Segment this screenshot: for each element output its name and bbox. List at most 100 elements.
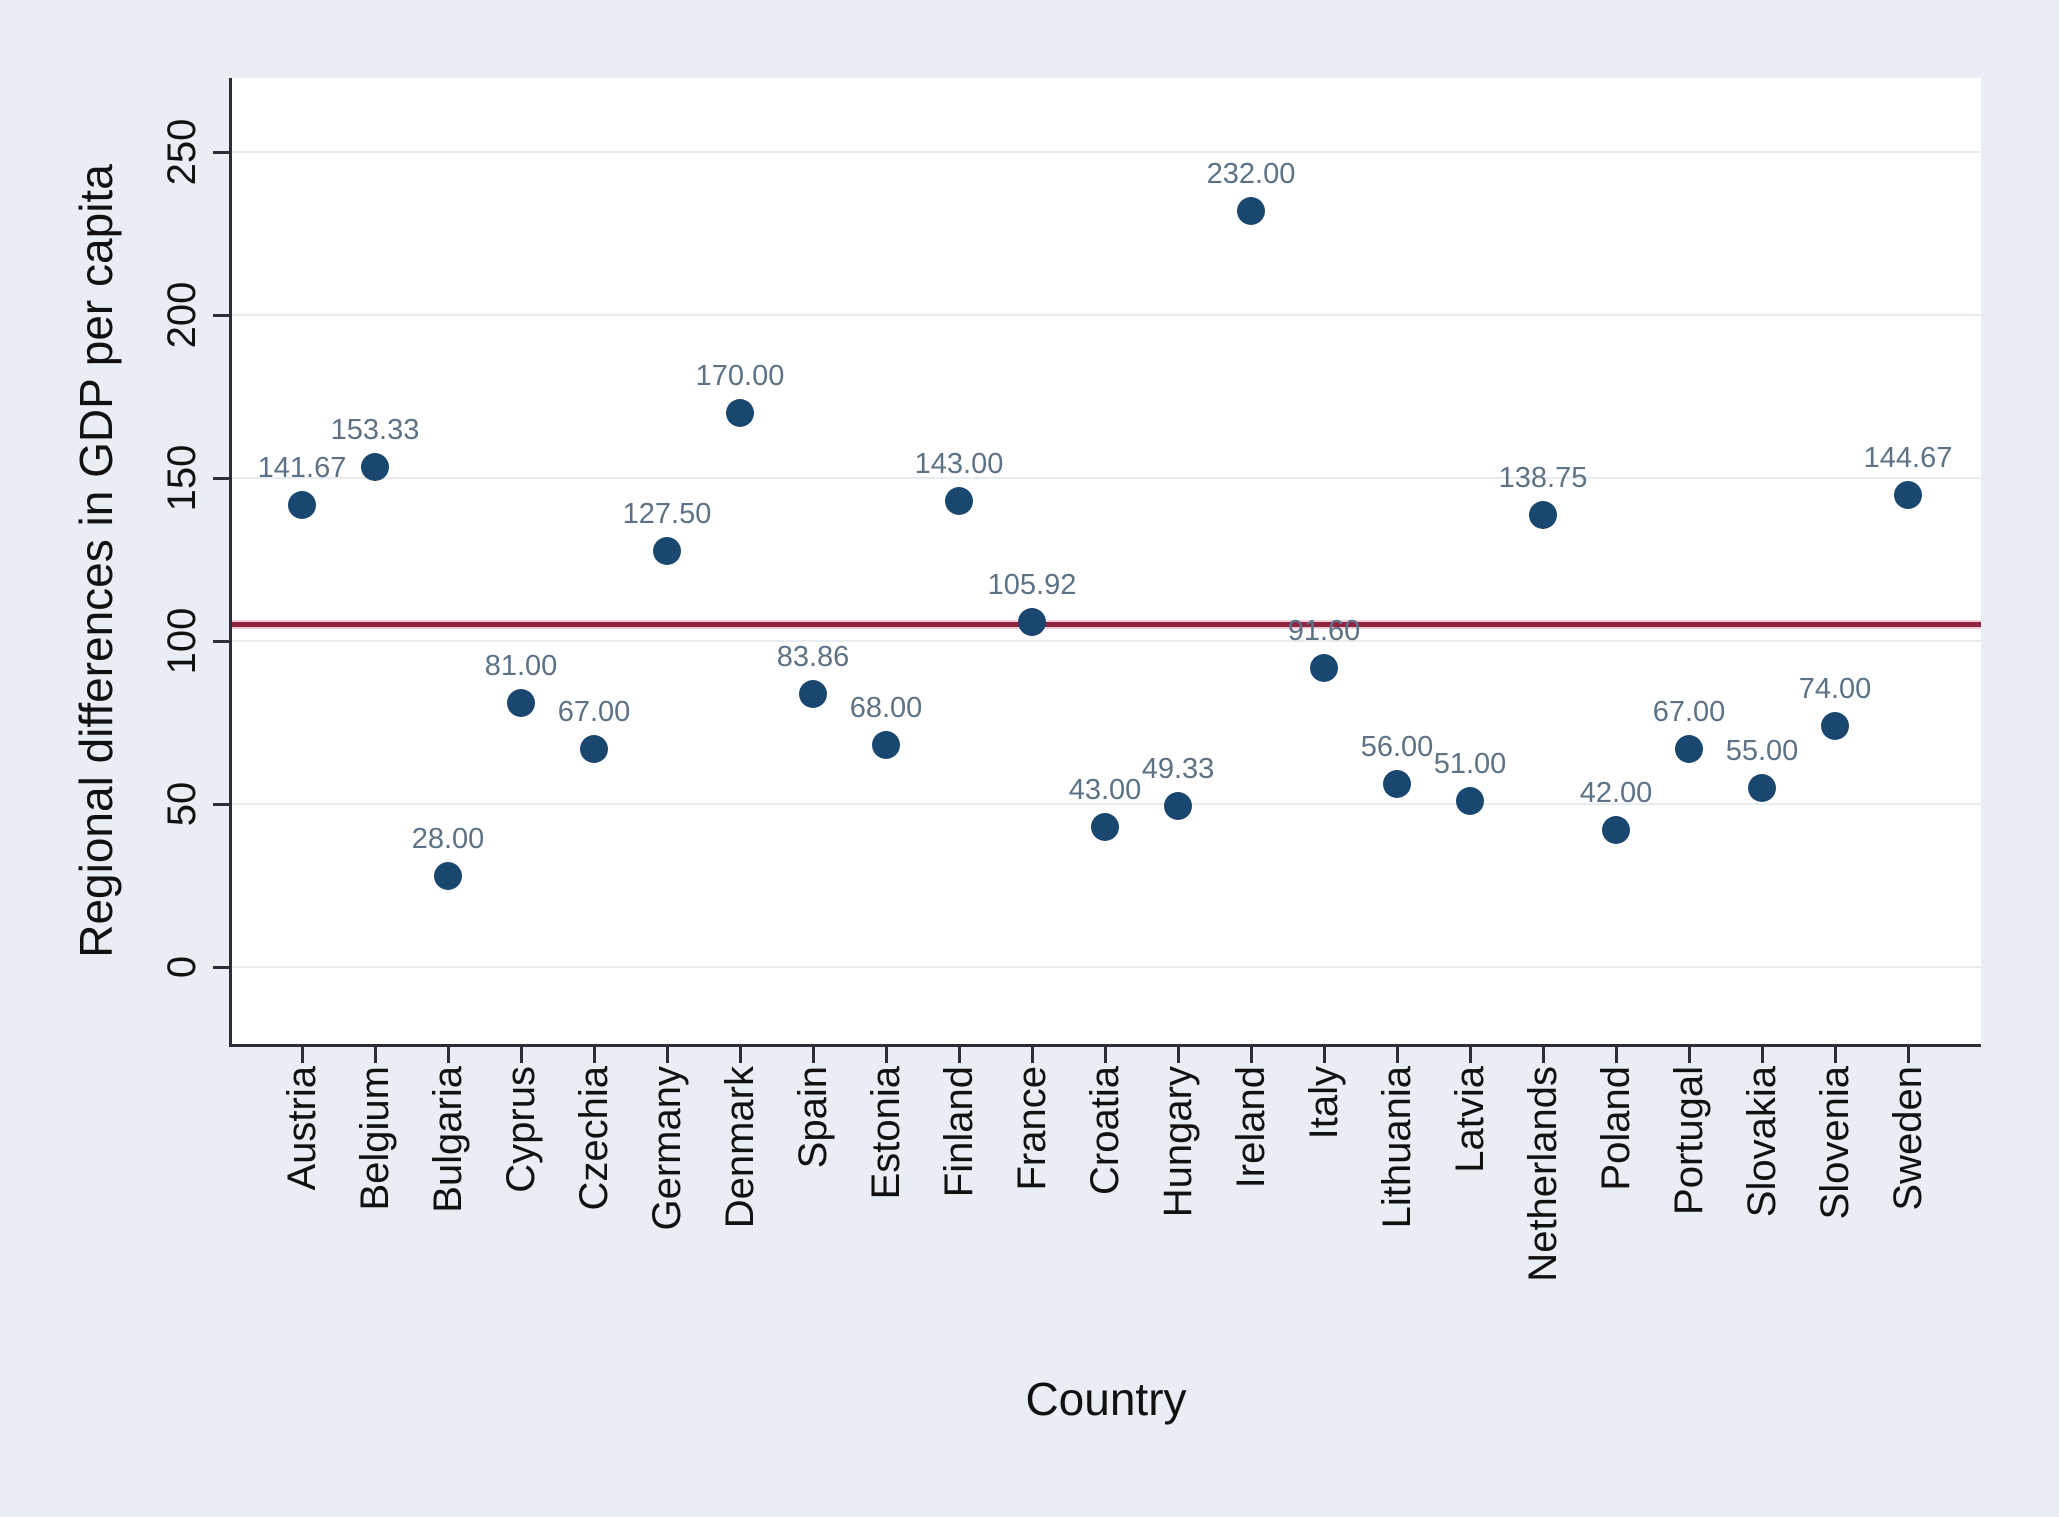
- data-point-label: 144.67: [1863, 442, 1953, 475]
- data-point-label: 43.00: [1068, 773, 1142, 806]
- data-point: [1675, 734, 1703, 763]
- data-point-label: 143.00: [914, 447, 1004, 480]
- y-tick-label: 150: [160, 444, 204, 512]
- data-point-label: 170.00: [695, 359, 785, 392]
- data-point: [1091, 812, 1119, 841]
- x-tick-label: Bulgaria: [426, 1066, 470, 1213]
- x-tick-label: Poland: [1594, 1066, 1638, 1191]
- x-tick-label: Latvia: [1448, 1066, 1492, 1173]
- y-gridline: [231, 966, 1981, 968]
- x-tick: [957, 1045, 961, 1063]
- x-tick-label: Estonia: [864, 1066, 908, 1200]
- data-point: [1894, 481, 1922, 510]
- data-point: [361, 453, 389, 482]
- data-point: [1529, 500, 1557, 529]
- y-axis-title: Regional differences in GDP per capita: [70, 164, 122, 958]
- data-point: [1237, 196, 1265, 225]
- data-point: [726, 398, 754, 427]
- x-tick: [446, 1045, 450, 1063]
- data-point-label: 68.00: [849, 692, 923, 725]
- x-tick: [519, 1045, 523, 1063]
- x-tick-label: Cyprus: [499, 1066, 543, 1193]
- x-tick: [1322, 1045, 1326, 1063]
- y-tick-label: 200: [160, 281, 204, 349]
- x-axis-title: Country: [1025, 1373, 1187, 1425]
- data-point: [872, 731, 900, 760]
- data-point: [1748, 773, 1776, 802]
- data-point: [799, 679, 827, 708]
- x-tick-label: Finland: [937, 1066, 981, 1198]
- x-tick-label: Czechia: [572, 1066, 616, 1211]
- x-tick: [1541, 1045, 1545, 1063]
- x-tick: [884, 1045, 888, 1063]
- data-point: [507, 688, 535, 717]
- data-point: [1456, 786, 1484, 815]
- data-point-label: 105.92: [987, 568, 1077, 601]
- plot-area: [231, 78, 1981, 1045]
- x-tick-label: Sweden: [1886, 1066, 1930, 1211]
- data-point-label: 28.00: [411, 822, 485, 855]
- y-gridline: [231, 803, 1981, 805]
- x-tick: [373, 1045, 377, 1063]
- y-tick: [213, 965, 231, 969]
- x-tick: [1030, 1045, 1034, 1063]
- x-tick: [811, 1045, 815, 1063]
- data-point: [1310, 654, 1338, 683]
- x-tick-label: Belgium: [353, 1066, 397, 1211]
- data-point-label: 232.00: [1206, 157, 1296, 190]
- data-point: [1602, 816, 1630, 845]
- data-point-label: 141.67: [257, 452, 347, 485]
- data-point: [1821, 711, 1849, 740]
- data-point: [1018, 607, 1046, 636]
- data-point-label: 51.00: [1433, 747, 1507, 780]
- x-tick-label: Germany: [645, 1066, 689, 1231]
- x-tick: [300, 1045, 304, 1063]
- y-tick-label: 50: [160, 781, 204, 827]
- data-point: [1383, 770, 1411, 799]
- data-point: [945, 486, 973, 515]
- x-tick-label: France: [1010, 1066, 1054, 1191]
- data-point-label: 49.33: [1141, 753, 1215, 786]
- data-point: [434, 861, 462, 890]
- x-tick-label: Lithuania: [1375, 1066, 1419, 1229]
- data-point: [288, 491, 316, 520]
- data-point-label: 127.50: [622, 498, 712, 531]
- y-gridline: [231, 477, 1981, 479]
- data-point-label: 74.00: [1798, 672, 1872, 705]
- data-point-label: 138.75: [1498, 461, 1588, 494]
- data-point-label: 56.00: [1360, 731, 1434, 764]
- reference-line: [231, 620, 1981, 630]
- x-tick: [665, 1045, 669, 1063]
- x-tick: [1833, 1045, 1837, 1063]
- x-tick-label: Netherlands: [1521, 1066, 1565, 1282]
- data-point-label: 67.00: [1652, 695, 1726, 728]
- data-point-label: 42.00: [1579, 777, 1653, 810]
- y-axis-line: [229, 78, 232, 1047]
- x-tick-label: Denmark: [718, 1066, 762, 1229]
- data-point-label: 67.00: [557, 695, 631, 728]
- data-point: [1164, 792, 1192, 821]
- x-tick: [1687, 1045, 1691, 1063]
- data-point-label: 81.00: [484, 649, 558, 682]
- x-tick-label: Spain: [791, 1066, 835, 1169]
- y-tick: [213, 639, 231, 643]
- data-point-label: 153.33: [330, 414, 420, 447]
- x-tick: [1249, 1045, 1253, 1063]
- y-tick: [213, 313, 231, 317]
- x-tick-label: Hungary: [1156, 1066, 1200, 1218]
- data-point-label: 55.00: [1725, 734, 1799, 767]
- x-tick: [1468, 1045, 1472, 1063]
- y-tick-label: 0: [160, 955, 204, 979]
- y-tick: [213, 150, 231, 154]
- x-tick-label: Slovenia: [1813, 1066, 1857, 1220]
- data-point-label: 91.60: [1287, 615, 1361, 648]
- y-tick: [213, 476, 231, 480]
- x-tick-label: Italy: [1302, 1066, 1346, 1140]
- x-tick: [592, 1045, 596, 1063]
- data-point-label: 83.86: [776, 640, 850, 673]
- x-tick: [738, 1045, 742, 1063]
- x-tick-label: Austria: [280, 1066, 324, 1191]
- y-tick: [213, 802, 231, 806]
- x-tick-label: Croatia: [1083, 1066, 1127, 1195]
- x-tick-label: Portugal: [1667, 1066, 1711, 1215]
